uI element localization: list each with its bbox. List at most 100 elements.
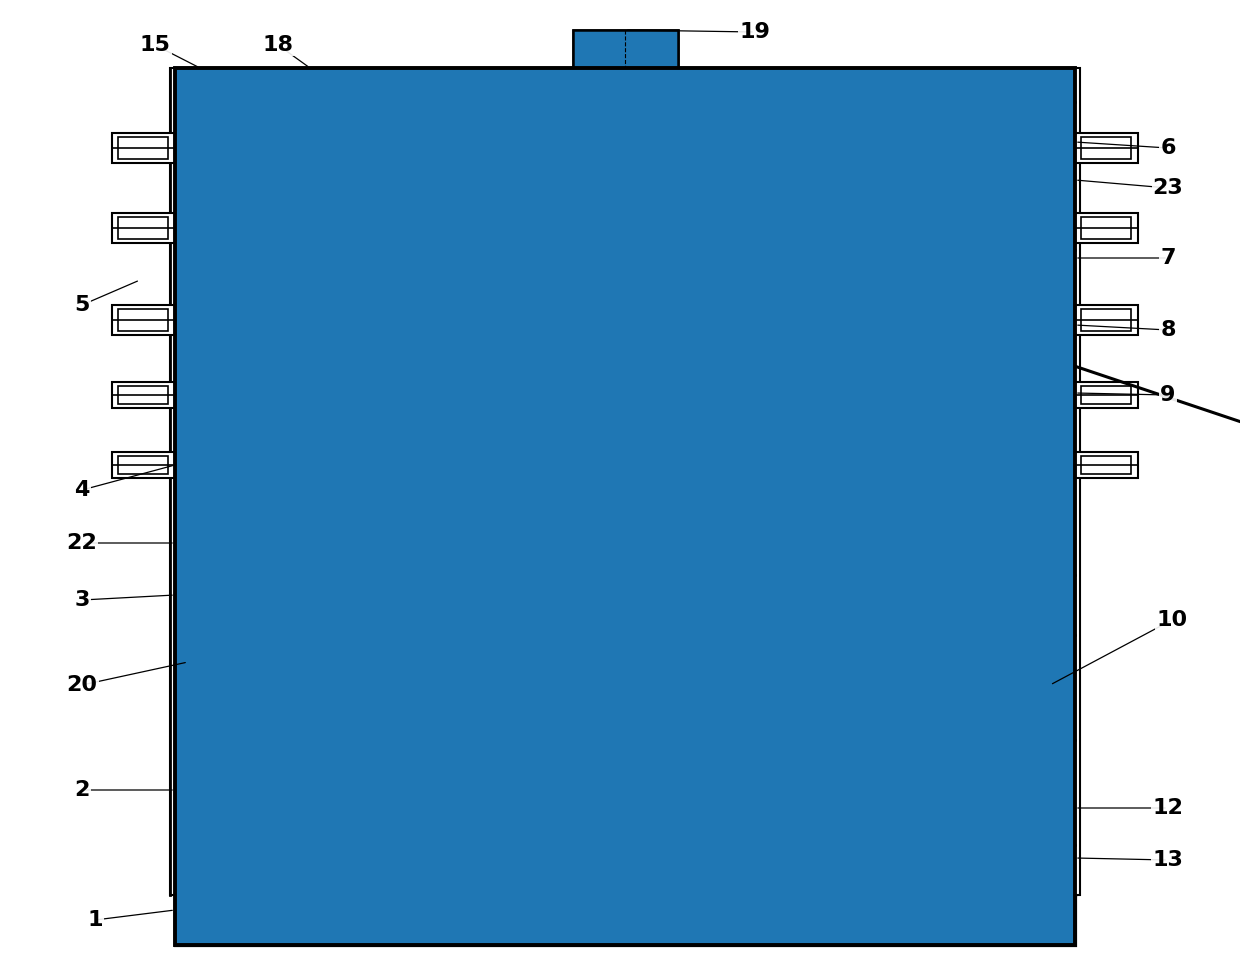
Bar xyxy=(248,545,1002,575)
Bar xyxy=(384,853,396,871)
Bar xyxy=(112,382,175,408)
Text: 23: 23 xyxy=(1153,178,1183,198)
Bar xyxy=(248,258,1002,382)
Polygon shape xyxy=(332,295,382,365)
Bar xyxy=(175,845,1075,895)
Circle shape xyxy=(713,318,727,332)
Circle shape xyxy=(393,318,407,332)
Bar xyxy=(620,853,630,871)
Bar xyxy=(463,853,477,863)
Bar xyxy=(615,758,625,772)
Bar xyxy=(495,758,505,772)
Bar xyxy=(570,758,580,772)
Polygon shape xyxy=(868,295,918,365)
Polygon shape xyxy=(573,30,677,68)
Bar xyxy=(1002,390,1075,575)
Bar xyxy=(1081,137,1131,159)
Bar xyxy=(449,635,461,740)
Bar xyxy=(949,635,961,740)
Text: 18: 18 xyxy=(263,35,294,55)
Bar xyxy=(420,758,430,772)
Polygon shape xyxy=(248,740,1002,762)
Polygon shape xyxy=(290,475,346,535)
Bar xyxy=(248,770,1002,845)
Bar xyxy=(1075,213,1138,243)
Bar xyxy=(350,758,360,772)
Polygon shape xyxy=(175,895,1075,945)
Polygon shape xyxy=(916,269,988,351)
Polygon shape xyxy=(175,68,1075,102)
Polygon shape xyxy=(188,733,228,755)
Text: 9: 9 xyxy=(1161,385,1176,405)
Circle shape xyxy=(854,439,866,451)
Polygon shape xyxy=(1002,635,1075,740)
Bar xyxy=(910,853,920,871)
Circle shape xyxy=(863,178,877,192)
Bar xyxy=(684,853,694,871)
Bar xyxy=(118,456,167,474)
Text: 13: 13 xyxy=(1152,850,1183,870)
Text: 6: 6 xyxy=(1161,138,1176,158)
Bar xyxy=(1075,305,1138,335)
Bar xyxy=(188,733,228,755)
Bar xyxy=(683,853,697,863)
Polygon shape xyxy=(175,390,248,575)
Bar xyxy=(750,758,760,772)
Bar xyxy=(303,853,317,863)
Bar xyxy=(1075,382,1138,408)
Polygon shape xyxy=(175,845,1075,895)
Bar xyxy=(188,660,228,735)
Bar xyxy=(118,386,167,404)
Circle shape xyxy=(305,415,315,425)
Text: 7: 7 xyxy=(1161,248,1176,268)
Bar xyxy=(1022,660,1061,735)
Bar xyxy=(118,217,167,239)
Bar xyxy=(305,853,315,871)
Bar xyxy=(112,213,175,243)
Bar xyxy=(973,543,1002,575)
Bar xyxy=(760,853,770,871)
Bar xyxy=(1075,452,1138,478)
Bar xyxy=(960,758,970,772)
Bar xyxy=(370,635,381,740)
Text: 19: 19 xyxy=(739,22,770,42)
Bar xyxy=(175,68,1075,945)
Bar xyxy=(1068,68,1080,895)
Bar xyxy=(895,758,905,772)
Polygon shape xyxy=(1002,390,1075,575)
Bar xyxy=(758,853,773,863)
Bar xyxy=(573,30,677,68)
Bar xyxy=(175,250,1075,390)
Bar xyxy=(112,133,175,163)
Bar xyxy=(248,390,1002,575)
Bar xyxy=(175,102,1075,250)
Polygon shape xyxy=(175,575,1075,635)
Polygon shape xyxy=(175,102,1075,250)
Bar xyxy=(175,575,1075,635)
Bar xyxy=(112,305,175,335)
Bar xyxy=(170,68,182,895)
Polygon shape xyxy=(913,382,973,448)
Polygon shape xyxy=(867,402,909,458)
Polygon shape xyxy=(248,545,1002,575)
Bar xyxy=(465,853,475,871)
Bar xyxy=(614,635,626,740)
Bar xyxy=(118,137,167,159)
Bar xyxy=(1022,733,1061,755)
Text: 1: 1 xyxy=(87,910,103,930)
Bar xyxy=(675,758,684,772)
Bar xyxy=(248,543,277,575)
Bar xyxy=(285,758,295,772)
Circle shape xyxy=(843,318,857,332)
Bar xyxy=(118,309,167,331)
Polygon shape xyxy=(904,475,960,535)
Text: 5: 5 xyxy=(74,295,89,315)
Text: 22: 22 xyxy=(67,533,98,553)
Bar xyxy=(248,110,1002,242)
Circle shape xyxy=(355,425,365,435)
Bar xyxy=(835,853,844,871)
Bar xyxy=(869,635,880,740)
Bar xyxy=(112,452,175,478)
Polygon shape xyxy=(573,68,677,102)
Bar xyxy=(1075,133,1138,163)
